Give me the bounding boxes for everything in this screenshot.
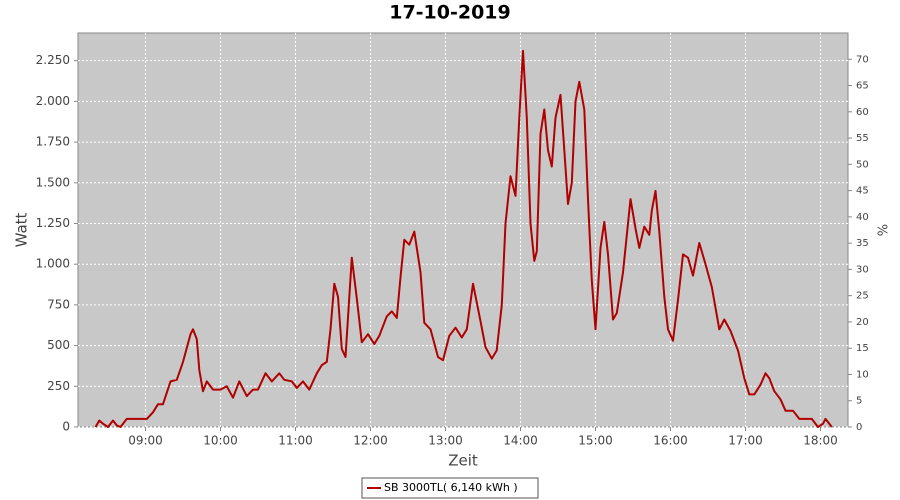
y2-axis-label: % [877,224,892,236]
y-tick-label: 0 [62,420,70,434]
y2-tick-label: 10 [856,369,869,380]
y2-tick-label: 25 [856,291,869,302]
y2-tick-label: 60 [856,107,869,118]
y-tick-label: 2.250 [36,53,70,67]
y-tick-label: 500 [47,338,70,352]
y2-tick-label: 65 [856,81,869,92]
x-tick-label: 17:00 [728,434,763,448]
y2-tick-label: 40 [856,212,869,223]
x-tick-label: 09:00 [128,434,163,448]
y2-tick-label: 15 [856,343,869,354]
series-line [94,49,833,428]
x-tick-label: 16:00 [653,434,688,448]
y-tick-label: 2.000 [36,94,70,108]
y-axis-label: Watt [13,212,31,247]
y2-tick-label: 70 [856,54,869,65]
x-tick-label: 13:00 [428,434,463,448]
y-tick-label: 750 [47,297,70,311]
y2-tick-label: 5 [856,396,862,407]
x-tick-label: 11:00 [278,434,313,448]
x-tick-label: 18:00 [803,434,838,448]
y2-tick-label: 50 [856,159,869,170]
y2-tick-label: 20 [856,317,869,328]
y-tick-label: 1.750 [36,135,70,149]
x-tick-label: 15:00 [578,434,613,448]
y-tick-label: 1.250 [36,216,70,230]
y-tick-label: 1.500 [36,175,70,189]
x-axis-label: Zeit [448,452,478,470]
x-tick-label: 12:00 [353,434,388,448]
y-tick-label: 250 [47,379,70,393]
y2-tick-label: 45 [856,186,869,197]
y2-tick-label: 0 [856,422,862,433]
plot-area [77,32,849,428]
x-tick-label: 14:00 [503,434,538,448]
chart-title: 17-10-2019 [389,2,511,24]
x-tick-label: 10:00 [203,434,238,448]
legend [361,477,539,499]
y2-tick-label: 55 [856,133,869,144]
y2-tick-label: 30 [856,264,869,275]
y2-tick-label: 35 [856,238,869,249]
legend-label: SB 3000TL( 6,140 kWh ) [384,481,518,494]
y-tick-label: 1.000 [36,257,70,271]
